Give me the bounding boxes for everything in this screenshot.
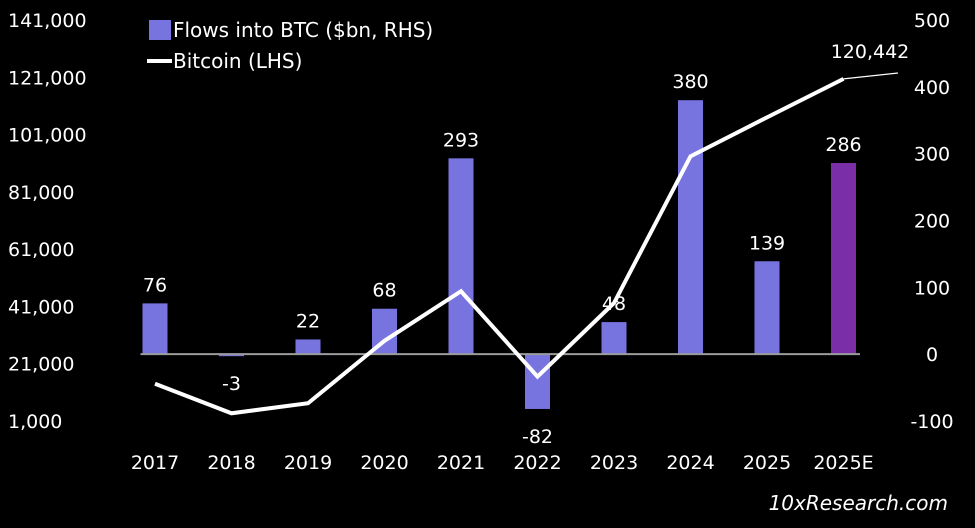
bar-data-label: 380 <box>672 71 708 93</box>
right-axis-tick: 500 <box>914 10 950 32</box>
right-axis-tick: 0 <box>926 344 938 366</box>
left-axis-tick: 81,000 <box>8 182 74 204</box>
flow-bar <box>754 261 780 355</box>
x-axis-tick: 2020 <box>360 452 408 474</box>
x-axis-tick: 2025E <box>813 452 873 474</box>
annotation-label: 120,442 <box>831 41 910 63</box>
x-axis-tick: 2021 <box>437 452 485 474</box>
bar-data-label: 139 <box>749 232 785 254</box>
flow-bar <box>142 303 168 355</box>
legend-bar-label: Flows into BTC ($bn, RHS) <box>173 18 433 42</box>
bar-data-label: 286 <box>825 134 861 156</box>
flow-bar <box>219 354 244 357</box>
bar-data-label: 76 <box>143 274 167 296</box>
left-axis-tick: 101,000 <box>8 125 87 147</box>
flow-bar <box>601 322 627 355</box>
bar-data-label: 293 <box>443 129 479 151</box>
bar-data-label: 22 <box>296 310 320 332</box>
x-axis-tick: 2017 <box>131 452 179 474</box>
right-axis-tick: 400 <box>914 77 950 99</box>
legend-line-label: Bitcoin (LHS) <box>173 49 302 73</box>
right-axis: -100 0 100 200 300 400 500 <box>910 10 953 433</box>
x-axis: 2017 2018 2019 2020 2021 2022 2023 2024 2025 2025… <box>131 452 874 474</box>
left-axis-tick: 1,000 <box>8 411 62 433</box>
x-axis-tick: 2023 <box>590 452 638 474</box>
left-axis-tick: 141,000 <box>8 10 87 32</box>
flow-bar <box>295 339 321 355</box>
x-axis-tick: 2019 <box>284 452 332 474</box>
legend-bar-swatch <box>149 20 171 40</box>
flow-bar <box>448 158 474 355</box>
annotation-leader-line <box>843 72 899 80</box>
left-axis-tick: 41,000 <box>8 296 74 318</box>
left-axis: 1,000 21,000 41,000 61,000 81,000 101,000 121,… <box>8 10 87 433</box>
left-axis-tick: 61,000 <box>8 239 74 261</box>
right-axis-tick: 100 <box>914 277 950 299</box>
left-axis-tick: 21,000 <box>8 354 74 376</box>
bar-data-labels: 76 -3 22 68 293 -82 48 380 139 286 <box>143 71 862 448</box>
x-axis-tick: 2025 <box>743 452 791 474</box>
x-axis-tick: 2024 <box>666 452 714 474</box>
x-axis-tick: 2022 <box>513 452 561 474</box>
right-axis-tick: 300 <box>914 144 950 166</box>
bar-data-label: 48 <box>602 293 626 315</box>
left-axis-tick: 121,000 <box>8 67 87 89</box>
x-axis-tick: 2018 <box>207 452 255 474</box>
bar-series <box>142 100 856 409</box>
bar-data-label: 68 <box>372 280 396 302</box>
flow-bar <box>525 354 550 409</box>
bar-data-label: -3 <box>222 373 241 395</box>
bitcoin-price-line <box>154 77 845 416</box>
bar-data-label: -82 <box>522 426 553 448</box>
right-axis-tick: -100 <box>910 411 953 433</box>
right-axis-tick: 200 <box>914 211 950 233</box>
flow-bar <box>678 100 703 355</box>
flow-bar <box>831 163 856 355</box>
legend: Flows into BTC ($bn, RHS) Bitcoin (LHS) <box>147 18 433 73</box>
watermark: 10xResearch.com <box>769 491 948 515</box>
